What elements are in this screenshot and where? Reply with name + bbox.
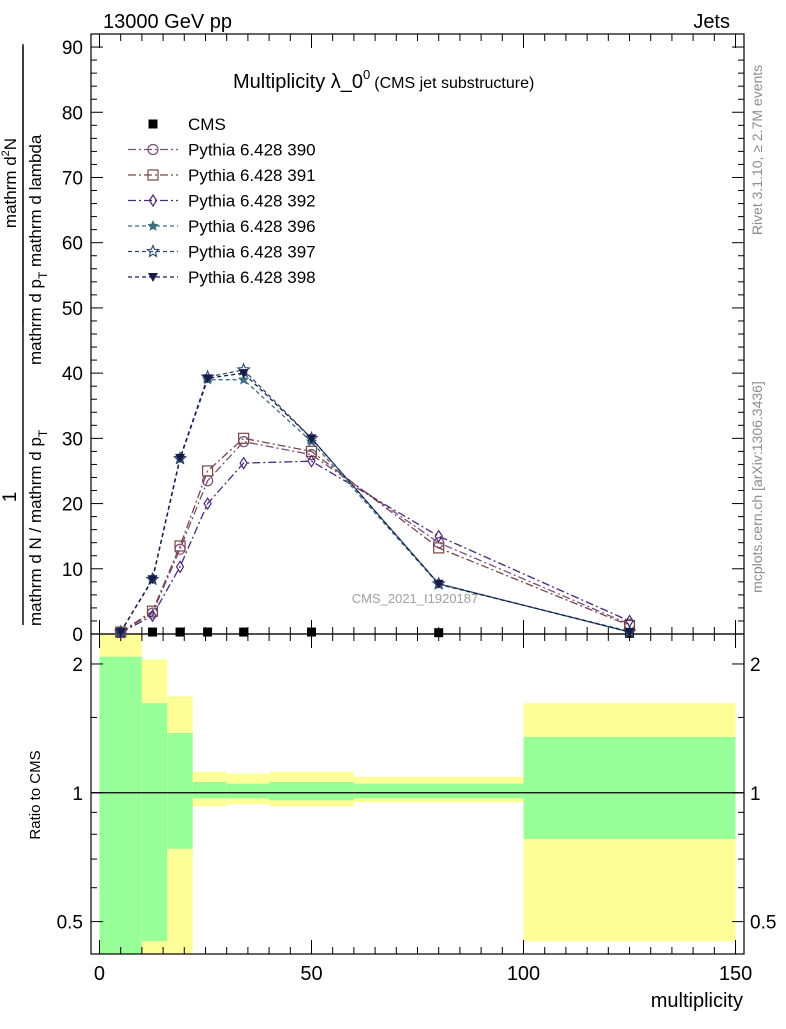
ylabel-inner-numerator: mathrm d2N [0,138,20,228]
legend-marker-1 [147,143,159,156]
series-3-point-3 [203,496,212,511]
ylabel-numerator-one: 1 [0,492,21,503]
legend-marker-2 [147,169,159,181]
main-panel-frame: 0 10 20 30 40 50 60 70 80 90 [62,33,745,646]
series-line-3 [120,460,630,634]
legend-marker-4 [147,220,159,231]
ylabel-frac-denominator: mathrm d N / mathrm d pT [26,429,50,626]
series-0-point-1 [147,627,157,637]
legend-label-6: Pythia 6.428 398 [188,268,316,287]
ylabel-inner-denominator: mathrm d pT mathrm d lambda [26,134,50,365]
y-tick-label-8: 80 [62,103,83,124]
series-6-point-7 [624,628,635,638]
legend-label-5: Pythia 6.428 397 [188,243,316,262]
series-line-1 [120,440,630,633]
process-label: Jets [693,11,730,33]
series-1-point-4 [238,436,250,448]
series-3-point-6 [434,529,443,543]
ratio-band-green-2 [167,732,193,849]
x-tick-label-0: 0 [94,963,105,985]
series-line-6 [120,372,630,633]
series-line-4 [120,379,630,633]
y-tick-label-9: 90 [62,38,83,59]
ratio-band-green-4 [226,783,270,799]
legend-marker-6 [148,273,158,282]
series-0-point-4 [239,627,249,637]
main-y-axis-label: 1 mathrm d N / mathrm d pT mathrm d2N ma… [0,44,50,626]
legend-marker-5 [145,244,161,258]
ratio-uncertainty-bands [91,634,744,954]
series-0-point-3 [203,627,213,637]
series-2-point-6 [433,542,445,554]
ratio-tick-label-right-2: 2 [750,655,761,676]
series-4-point-4 [237,373,250,385]
ratio-tick-label-right-0: 0.5 [750,913,776,934]
ratio-band-green-1 [141,703,168,942]
series-2-point-3 [202,465,214,477]
series-3-point-5 [307,454,316,468]
series-3-point-4 [239,456,248,470]
y-tick-label-0: 0 [72,625,83,646]
x-tick-label-2: 100 [507,963,540,985]
series-3-point-1 [148,609,157,623]
legend-marker-3 [148,193,158,208]
energy-label: 13000 GeV pp [103,11,232,33]
series-6-point-0 [115,628,126,638]
series-6-point-5 [306,434,317,444]
series-6-point-4 [238,369,249,379]
chart-title: Multiplicity λ_00(CMS jet substructure) [233,67,534,93]
series-line-2 [120,437,630,633]
series-0-point-5 [306,627,316,637]
series-1 [115,436,636,638]
ratio-band-green-5 [269,781,354,801]
series-2-point-2 [174,540,186,552]
x-axis-label: multiplicity [651,990,743,1012]
legend-label-3: Pythia 6.428 392 [188,192,316,211]
series-6-point-6 [433,579,444,589]
series-3 [116,454,634,640]
series-3-point-2 [175,560,185,574]
legend-label-2: Pythia 6.428 391 [188,166,316,185]
series-layer [113,362,637,640]
ratio-y-axis-label: Ratio to CMS [27,750,44,839]
y-tick-label-7: 70 [62,168,83,189]
ratio-band-green-6 [353,783,524,799]
ratio-tick-label-right-1: 1 [750,784,761,805]
ratio-tick-label-left-1: 1 [72,784,83,805]
series-6-point-3 [202,374,213,384]
y-tick-label-1: 10 [62,560,83,581]
legend-label-4: Pythia 6.428 396 [188,217,316,236]
y-tick-label-4: 40 [62,364,83,385]
legend-marker-0 [148,119,158,129]
analysis-watermark: CMS_2021_I1920187 [352,591,479,606]
series-6-point-1 [147,575,158,585]
x-tick-label-3: 150 [719,963,752,985]
series-line-5 [120,369,630,633]
ratio-tick-label-left-0: 0.5 [57,913,83,934]
rivet-version-label: Rivet 3.1.10, ≥ 2.7M events [749,65,765,235]
legend: CMS Pythia 6.428 390 Pythia 6.428 391 Pythi… [128,115,316,287]
ratio-band-green-3 [192,781,227,799]
series-2 [115,432,636,638]
series-6-point-2 [175,453,186,463]
ratio-panel-frame: 0 50 100 150 0.5 0.5 1 1 2 2 [57,633,776,985]
y-tick-label-3: 30 [62,429,83,450]
legend-label-0: CMS [188,115,226,134]
mcplots-label: mcplots.cern.ch [arXiv:1306.3436] [749,381,765,593]
ratio-tick-label-left-2: 2 [72,655,83,676]
legend-label-1: Pythia 6.428 390 [188,141,316,160]
series-6 [115,369,635,638]
series-0-point-6 [434,628,444,638]
y-tick-label-6: 60 [62,234,83,255]
ratio-band-green-0 [99,656,142,954]
series-2-point-4 [238,432,250,444]
x-tick-label-1: 50 [300,963,322,985]
y-tick-label-2: 20 [62,495,83,516]
ratio-band-green-7 [523,737,736,839]
y-tick-label-5: 50 [62,299,83,320]
series-0-point-2 [175,627,185,637]
